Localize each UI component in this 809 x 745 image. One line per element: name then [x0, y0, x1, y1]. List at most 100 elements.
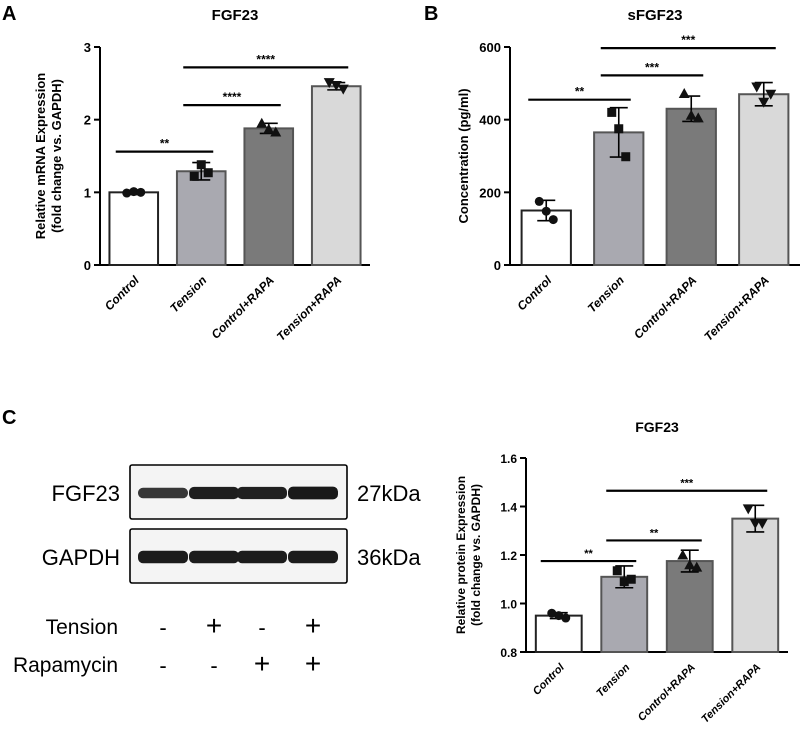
western-blot: FGF23 27kDa GAPDH 36kDa Tension - + - + Rapamycin… — [13, 464, 421, 679]
chart-a-category-label: Control — [102, 273, 143, 314]
chart-a-point — [136, 187, 146, 197]
blot-size-label: 36kDa — [357, 545, 421, 570]
chart-b-bar — [738, 93, 790, 266]
chart-b-point — [692, 112, 704, 123]
blot-band — [288, 486, 338, 500]
chart-c-ytick-label: 0.8 — [500, 646, 517, 660]
chart-b-sig-label: ** — [575, 85, 585, 99]
chart-a-ylabel: Relative mRNA Expression(fold change vs.… — [33, 73, 64, 239]
chart-a-point — [189, 171, 199, 181]
chart-a: FGF23 Relative mRNA Expression(fold chang… — [33, 7, 370, 344]
chart-c-bar — [600, 575, 649, 654]
chart-c-bar — [731, 517, 780, 653]
chart-b-point — [607, 107, 617, 117]
chart-c-sig-label: *** — [680, 478, 694, 490]
chart-a-ytick-label: 3 — [84, 40, 91, 55]
chart-c-point — [619, 577, 629, 587]
chart-a-sig-label: **** — [223, 90, 242, 104]
chart-a-sig-label: ** — [160, 137, 170, 151]
chart-b-ytick-label: 400 — [479, 113, 501, 128]
blot-size-label: 27kDa — [357, 481, 421, 506]
condition-sign: + — [254, 648, 270, 679]
chart-a-ytick-label: 0 — [84, 258, 91, 273]
blot-band — [288, 550, 338, 564]
chart-b-point — [758, 97, 770, 108]
chart-c-ytick-label: 1.2 — [500, 549, 517, 563]
chart-a-point — [330, 81, 342, 92]
chart-a-ylabel-line1: Relative mRNA Expression — [33, 73, 48, 239]
chart-b-category-label: Tension+RAPA — [701, 273, 771, 343]
chart-b-category-label: Control+RAPA — [631, 273, 699, 341]
chart-c: FGF23 Relative protein Expression(fold ch… — [454, 419, 788, 726]
chart-b-point — [678, 88, 690, 99]
chart-a-ytick-label: 2 — [84, 113, 91, 128]
blot-band — [138, 550, 188, 564]
chart-a-point — [337, 84, 349, 95]
chart-b-point — [765, 89, 777, 100]
chart-a-ytick-label: 1 — [84, 185, 91, 200]
chart-c-point — [547, 608, 557, 618]
chart-c-point — [612, 566, 622, 576]
chart-a-bar — [310, 85, 362, 266]
chart-c-ylabel-line1: Relative protein Expression — [454, 476, 468, 634]
chart-b-ylabel-line1: Concentration (pg/ml) — [456, 88, 471, 223]
panel-letter-a: A — [2, 3, 16, 25]
blot-band — [237, 550, 287, 564]
chart-b-category-label: Tension — [585, 273, 627, 315]
chart-c-ytick-label: 1.0 — [500, 598, 517, 612]
chart-b: sFGF23 Concentration (pg/ml) 0 200 400 600 Con… — [456, 7, 800, 344]
chart-b-category-label: Control — [514, 273, 555, 314]
chart-b-sig-label: *** — [681, 33, 695, 47]
chart-a-sig-label: **** — [256, 52, 275, 66]
chart-b-sig-label: *** — [645, 60, 659, 74]
chart-a-bar — [175, 170, 227, 266]
chart-a-point — [196, 160, 206, 170]
condition-sign: + — [305, 648, 321, 679]
chart-a-point — [122, 188, 132, 198]
chart-c-point — [684, 559, 696, 570]
chart-c-ytick-label: 1.4 — [500, 501, 517, 515]
chart-a-bar — [243, 127, 295, 266]
chart-c-sig-label: ** — [650, 527, 659, 539]
chart-a-point — [270, 126, 282, 137]
condition-sign: - — [258, 615, 265, 640]
chart-a-point — [263, 123, 275, 134]
panel-letter-b: B — [424, 3, 438, 25]
chart-c-ytick-label: 1.6 — [500, 452, 517, 466]
chart-c-bar — [665, 560, 714, 653]
chart-c-ylabel: Relative protein Expression(fold change … — [454, 476, 483, 634]
chart-b-ytick-label: 200 — [479, 185, 501, 200]
blot-protein-label: FGF23 — [52, 481, 120, 506]
chart-a-point — [256, 117, 268, 128]
chart-c-bar — [534, 614, 583, 653]
chart-b-point — [534, 196, 544, 206]
chart-c-category-label: Control+RAPA — [636, 662, 698, 724]
chart-c-point — [691, 561, 703, 572]
blot-band — [138, 487, 188, 499]
chart-b-point — [751, 82, 763, 93]
chart-b-ytick-label: 0 — [494, 258, 501, 273]
chart-c-title: FGF23 — [635, 419, 679, 435]
chart-a-ylabel-line2: (fold change vs. GAPDH) — [49, 79, 64, 233]
chart-b-point — [541, 206, 551, 216]
chart-a-category-label: Tension+RAPA — [274, 273, 344, 343]
chart-c-category-label: Control — [531, 661, 568, 698]
blot-band — [237, 486, 287, 500]
chart-c-point — [554, 611, 564, 621]
condition-sign: - — [159, 653, 166, 678]
chart-a-point — [129, 187, 139, 197]
chart-c-point — [677, 549, 689, 560]
panel-letter-c: C — [2, 407, 16, 429]
condition-sign: + — [206, 610, 222, 641]
chart-a-point — [203, 168, 213, 178]
chart-b-ytick-label: 600 — [479, 40, 501, 55]
condition-sign: - — [210, 653, 217, 678]
blot-band — [189, 486, 239, 500]
chart-a-category-label: Tension — [167, 273, 209, 315]
chart-b-point — [614, 124, 624, 134]
condition-sign: + — [305, 610, 321, 641]
chart-b-point — [548, 215, 558, 225]
chart-c-point — [626, 574, 636, 584]
chart-a-title: FGF23 — [212, 7, 259, 24]
chart-b-point — [685, 109, 697, 120]
